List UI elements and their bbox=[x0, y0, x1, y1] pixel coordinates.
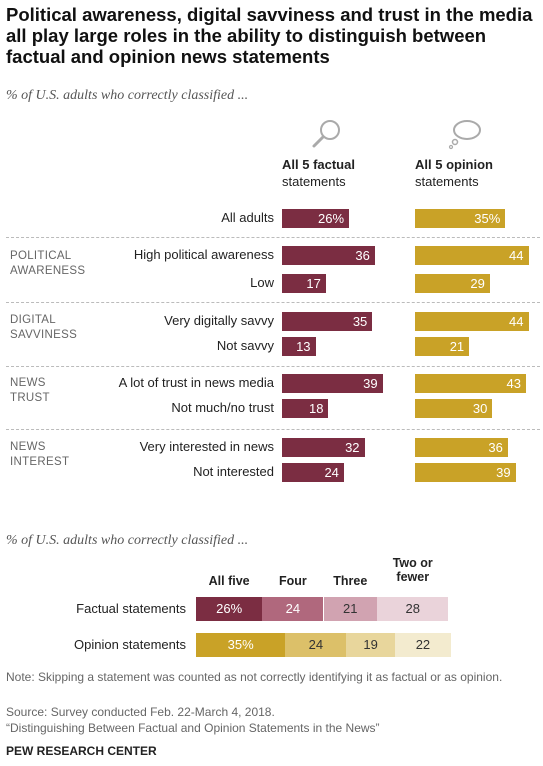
stack-segment: 21 bbox=[323, 597, 378, 621]
brand-logo-text: PEW RESEARCH CENTER bbox=[6, 744, 157, 758]
stack-segment: 24 bbox=[262, 597, 324, 621]
opinion-bar: 39 bbox=[415, 463, 516, 482]
note: Note: Skipping a statement was counted a… bbox=[6, 670, 503, 684]
stack-segment: 35% bbox=[196, 633, 286, 657]
chart-subtitle: % of U.S. adults who correctly classifie… bbox=[6, 88, 249, 103]
stack-row-label: Opinion statements bbox=[73, 637, 186, 652]
opinion-bar: 30 bbox=[415, 399, 493, 418]
row-label: A lot of trust in news media bbox=[118, 375, 274, 390]
group-divider bbox=[6, 237, 540, 238]
row-label: Low bbox=[250, 275, 274, 290]
opinion-bar: 36 bbox=[415, 438, 508, 457]
report-title: “Distinguishing Between Factual and Opin… bbox=[6, 721, 380, 735]
stack-segment: 24 bbox=[285, 633, 347, 657]
row-label: Very interested in news bbox=[139, 439, 274, 454]
group-divider bbox=[6, 366, 540, 367]
factual-bar: 18 bbox=[282, 399, 329, 418]
row-label: High political awareness bbox=[133, 247, 274, 262]
stack-header: Two or fewer bbox=[392, 556, 433, 584]
opinion-bar: 43 bbox=[415, 374, 526, 393]
row-label: All adults bbox=[221, 210, 274, 225]
factual-bar: 17 bbox=[282, 274, 326, 293]
stacked-subtitle: % of U.S. adults who correctly classifie… bbox=[6, 533, 249, 548]
row-label: Very digitally savvy bbox=[164, 313, 274, 328]
opinion-column-header: All 5 opinion statements bbox=[415, 157, 493, 189]
group-label: NEWS INTEREST bbox=[10, 441, 70, 468]
opinion-bar: 44 bbox=[415, 312, 529, 331]
stack-row-label: Factual statements bbox=[76, 601, 186, 616]
row-label: Not much/no trust bbox=[171, 400, 274, 415]
factual-bar: 36 bbox=[282, 246, 375, 265]
opinion-bar: 29 bbox=[415, 274, 490, 293]
row-label: Not savvy bbox=[216, 338, 274, 353]
magnifier-icon bbox=[312, 120, 340, 148]
stack-header: Three bbox=[333, 574, 368, 588]
group-divider bbox=[6, 302, 540, 303]
thought-bubble-icon bbox=[448, 120, 481, 150]
factual-bar: 24 bbox=[282, 463, 344, 482]
chart-title: Political awareness, digital savviness a… bbox=[6, 4, 533, 67]
stack-segment: 19 bbox=[346, 633, 395, 657]
stack-segment: 28 bbox=[377, 597, 449, 621]
factual-bar: 32 bbox=[282, 438, 365, 457]
opinion-bar: 35% bbox=[415, 209, 506, 228]
group-label: DIGITAL SAVVINESS bbox=[10, 314, 78, 341]
factual-bar: 13 bbox=[282, 337, 316, 356]
group-label: POLITICAL AWARENESS bbox=[10, 250, 86, 277]
source: Source: Survey conducted Feb. 22-March 4… bbox=[6, 705, 275, 719]
opinion-bar: 21 bbox=[415, 337, 470, 356]
stack-segment: 26% bbox=[196, 597, 263, 621]
group-label: NEWS TRUST bbox=[10, 377, 50, 404]
factual-bar: 26% bbox=[282, 209, 350, 228]
stack-header: All five bbox=[208, 574, 250, 588]
factual-bar: 39 bbox=[282, 374, 383, 393]
stack-segment: 22 bbox=[394, 633, 451, 657]
factual-bar: 35 bbox=[282, 312, 373, 331]
stack-header: Four bbox=[279, 574, 307, 588]
factual-column-header: All 5 factual statements bbox=[282, 157, 355, 189]
group-divider bbox=[6, 429, 540, 430]
opinion-bar: 44 bbox=[415, 246, 529, 265]
row-label: Not interested bbox=[193, 464, 274, 479]
